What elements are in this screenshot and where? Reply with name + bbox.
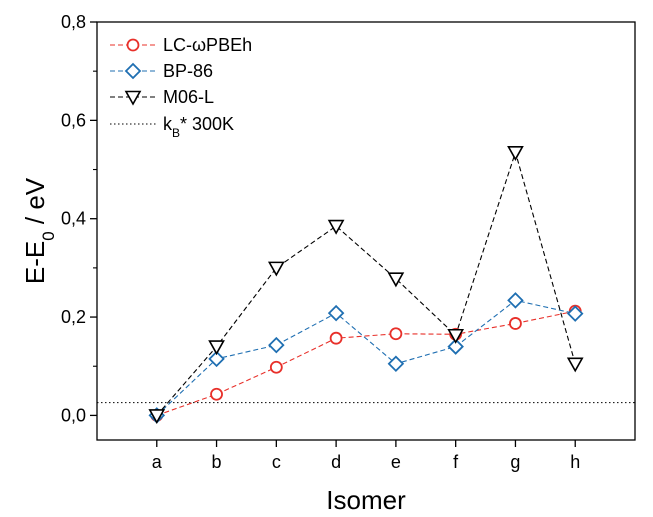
y-axis-title-subscript: 0 bbox=[39, 231, 58, 240]
legend-label: kB* 300K bbox=[163, 114, 234, 140]
legend-marker bbox=[124, 62, 142, 80]
x-tick-label: d bbox=[331, 452, 341, 472]
legend-label: BP-86 bbox=[163, 61, 213, 81]
y-tick-label: 0,8 bbox=[61, 12, 86, 32]
series-3 bbox=[148, 146, 584, 425]
data-point bbox=[269, 360, 283, 374]
data-point bbox=[566, 357, 584, 373]
legend-marker bbox=[126, 38, 140, 52]
data-point bbox=[509, 317, 522, 330]
data-point bbox=[208, 350, 225, 368]
data-point bbox=[389, 327, 403, 341]
data-point bbox=[210, 387, 223, 401]
y-axis-title-main: E-E bbox=[20, 241, 50, 284]
x-tick-label: g bbox=[510, 452, 520, 472]
x-axis-title: Isomer bbox=[326, 485, 406, 515]
data-point bbox=[387, 272, 405, 288]
data-point bbox=[447, 338, 464, 355]
series-line bbox=[156, 150, 576, 416]
legend: LC-ωPBEh BP-86 M06-L kB* 300K bbox=[110, 35, 252, 140]
data-point bbox=[208, 340, 225, 356]
plot-frame bbox=[96, 21, 636, 441]
y-axis-title: E-E0 / eV bbox=[20, 177, 58, 284]
series-layer bbox=[148, 146, 584, 425]
data-point bbox=[268, 336, 285, 354]
legend-entry: M06-L bbox=[110, 87, 214, 107]
ticks-layer: 0,0 0,2 0,4 0,6 0,8 a b c d e f g h bbox=[61, 12, 580, 472]
series-line bbox=[156, 299, 576, 416]
legend-entry-reference: kB* 300K bbox=[110, 114, 234, 140]
data-point bbox=[327, 304, 345, 322]
x-tick-label: e bbox=[391, 452, 401, 472]
legend-entry: BP-86 bbox=[110, 61, 213, 81]
legend-label-subscript: B bbox=[172, 126, 180, 140]
legend-label: M06-L bbox=[163, 87, 214, 107]
legend-entry: LC-ωPBEh bbox=[110, 35, 252, 55]
data-point bbox=[566, 305, 584, 322]
x-tick-label: h bbox=[570, 452, 580, 472]
series-2 bbox=[148, 292, 584, 424]
x-tick-label: f bbox=[453, 452, 459, 472]
data-point bbox=[387, 355, 405, 373]
data-point bbox=[329, 331, 343, 345]
x-tick-label: a bbox=[152, 452, 163, 472]
legend-marker bbox=[124, 90, 142, 106]
y-axis-title-unit: / eV bbox=[20, 177, 50, 231]
x-tick-label: c bbox=[272, 452, 281, 472]
y-tick-label: 0,4 bbox=[61, 209, 86, 229]
data-point bbox=[148, 409, 166, 425]
data-point bbox=[267, 261, 285, 277]
legend-label-rest: * 300K bbox=[180, 114, 234, 134]
data-point bbox=[507, 146, 524, 161]
series-line bbox=[156, 310, 576, 416]
y-tick-label: 0,6 bbox=[61, 110, 86, 130]
y-tick-label: 0,0 bbox=[61, 405, 86, 425]
y-tick-label: 0,2 bbox=[61, 307, 86, 327]
legend-label: LC-ωPBEh bbox=[163, 35, 252, 55]
data-point bbox=[447, 328, 465, 344]
data-point bbox=[327, 219, 345, 235]
legend-label-main: k bbox=[163, 114, 173, 134]
x-tick-label: b bbox=[212, 452, 222, 472]
data-point bbox=[507, 292, 524, 309]
